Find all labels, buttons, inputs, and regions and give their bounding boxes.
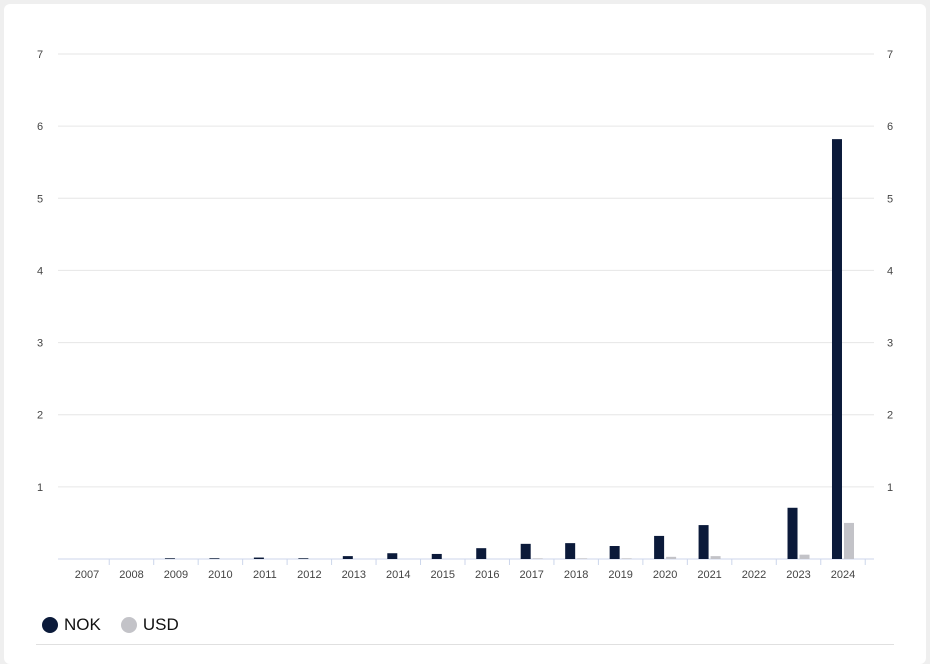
x-tick-label: 2012 bbox=[297, 569, 321, 581]
y-tick-label-left: 5 bbox=[37, 193, 43, 205]
x-tick-label: 2018 bbox=[564, 569, 588, 581]
y-tick-label-left: 2 bbox=[37, 410, 43, 422]
y-tick-label-right: 7 bbox=[887, 49, 893, 61]
y-tick-label-left: 3 bbox=[37, 338, 43, 350]
bars bbox=[164, 139, 854, 559]
bar-nok-2020[interactable] bbox=[654, 535, 665, 559]
legend-item-usd[interactable]: USD bbox=[120, 615, 179, 635]
y-tick-label-left: 4 bbox=[37, 265, 43, 277]
bar-usd-2021[interactable] bbox=[710, 556, 721, 559]
bar-nok-2014[interactable] bbox=[387, 553, 398, 559]
legend-divider bbox=[36, 644, 894, 645]
x-tick-label: 2009 bbox=[164, 569, 188, 581]
bar-nok-2016[interactable] bbox=[476, 548, 487, 559]
legend-swatch-usd bbox=[120, 617, 137, 633]
chart-card bbox=[4, 4, 926, 664]
x-tick-label: 2020 bbox=[653, 569, 677, 581]
x-tick-label: 2019 bbox=[608, 569, 632, 581]
bar-usd-2020[interactable] bbox=[666, 556, 677, 559]
x-tick-label: 2007 bbox=[75, 569, 99, 581]
legend: NOK USD bbox=[42, 615, 199, 635]
bar-usd-2019[interactable] bbox=[621, 558, 632, 559]
x-tick-label: 2011 bbox=[253, 569, 277, 581]
y-tick-label-left: 6 bbox=[37, 121, 43, 133]
bar-nok-2017[interactable] bbox=[520, 543, 531, 559]
x-tick-label: 2022 bbox=[742, 569, 766, 581]
y-tick-label-right: 3 bbox=[887, 338, 893, 350]
bar-nok-2011[interactable] bbox=[253, 557, 264, 559]
y-tick-label-right: 6 bbox=[887, 121, 893, 133]
x-tick-label: 2010 bbox=[208, 569, 232, 581]
x-tick-label: 2024 bbox=[831, 569, 855, 581]
bar-nok-2024[interactable] bbox=[831, 139, 842, 559]
legend-swatch-nok bbox=[42, 617, 58, 633]
bar-nok-2019[interactable] bbox=[609, 546, 620, 559]
bar-usd-2018[interactable] bbox=[577, 558, 588, 559]
legend-label-usd: USD bbox=[142, 615, 179, 634]
y-tick-label-right: 5 bbox=[887, 193, 893, 205]
bar-nok-2023[interactable] bbox=[787, 507, 798, 559]
y-tick-label-right: 2 bbox=[887, 410, 893, 422]
x-axis: 2007 2008 2009 2010 2011 2012 2013 2014 2015 2016… bbox=[75, 559, 866, 581]
y-axis-right: 1 2 3 4 5 6 7 bbox=[887, 49, 893, 494]
y-tick-label-left: 7 bbox=[37, 49, 43, 61]
bar-usd-2017[interactable] bbox=[532, 558, 543, 559]
y-tick-label-left: 1 bbox=[37, 482, 43, 494]
bar-usd-2023[interactable] bbox=[799, 554, 810, 559]
bar-nok-2018[interactable] bbox=[565, 543, 576, 559]
legend-item-nok[interactable]: NOK bbox=[42, 615, 101, 635]
grid-lines bbox=[58, 53, 874, 560]
bar-nok-2009[interactable] bbox=[164, 558, 175, 559]
x-tick-label: 2016 bbox=[475, 569, 499, 581]
bar-nok-2013[interactable] bbox=[342, 556, 353, 559]
bar-nok-2015[interactable] bbox=[431, 553, 442, 559]
x-tick-label: 2017 bbox=[519, 569, 543, 581]
x-tick-label: 2013 bbox=[342, 569, 366, 581]
bar-nok-2010[interactable] bbox=[209, 558, 220, 559]
y-axis-left: 1 2 3 4 5 6 7 bbox=[37, 49, 43, 494]
x-tick-label: 2014 bbox=[386, 569, 410, 581]
bar-usd-2024[interactable] bbox=[843, 522, 854, 559]
x-tick-label: 2021 bbox=[697, 569, 721, 581]
legend-label-nok: NOK bbox=[64, 615, 101, 634]
bar-chart: 1 2 3 4 5 6 7 1 2 3 4 5 6 7 2007 2008 2009 2010 2011 2012… bbox=[37, 49, 893, 581]
bar-nok-2012[interactable] bbox=[298, 558, 309, 559]
bar-nok-2021[interactable] bbox=[698, 525, 709, 559]
x-tick-label: 2008 bbox=[119, 569, 143, 581]
y-tick-label-right: 1 bbox=[887, 482, 893, 494]
y-tick-label-right: 4 bbox=[887, 265, 893, 277]
x-tick-label: 2015 bbox=[431, 569, 455, 581]
x-tick-label: 2023 bbox=[786, 569, 810, 581]
